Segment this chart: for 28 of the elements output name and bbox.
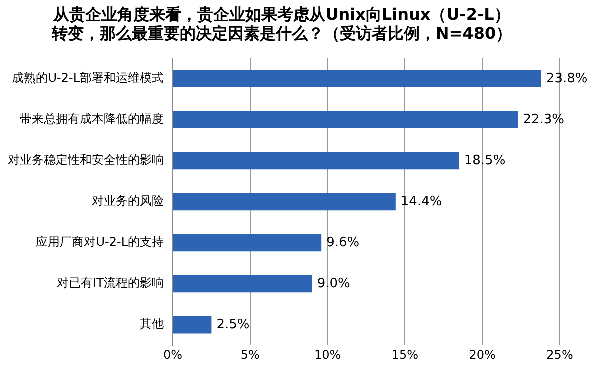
x-tick-label: 0% xyxy=(163,348,183,362)
data-label: 18.5% xyxy=(464,153,506,168)
bar xyxy=(174,70,542,88)
bar xyxy=(174,111,518,129)
y-tick-label: 对业务的风险 xyxy=(92,194,164,208)
x-tick-label: 20% xyxy=(469,348,496,362)
data-label: 9.0% xyxy=(317,276,350,292)
y-tick-label: 对业务稳定性和安全性的影响 xyxy=(8,153,164,168)
bar xyxy=(174,152,460,170)
data-label: 9.6% xyxy=(326,235,360,250)
bar xyxy=(174,234,322,252)
bar xyxy=(174,316,212,334)
x-tick-label: 10% xyxy=(314,348,342,362)
data-label: 22.3% xyxy=(523,112,565,128)
data-label: 14.4% xyxy=(400,194,442,210)
x-tick-label: 15% xyxy=(392,348,419,362)
y-tick-label: 对已有IT流程的影响 xyxy=(57,276,164,290)
y-tick-label: 成熟的U-2-L部署和运维模式 xyxy=(12,71,164,86)
bar xyxy=(174,193,396,211)
bar xyxy=(174,275,312,293)
y-tick-label: 其他 xyxy=(140,317,164,332)
x-tick-label: 25% xyxy=(546,348,574,362)
data-label: 23.8% xyxy=(546,71,588,86)
x-tick-label: 5% xyxy=(240,348,260,362)
chart-title: 从贵企业角度来看，贵企业如果考虑从Unix向Linux（U-2-L）转变，那么最重要的决定因素是什么？（受访者比例，N=480） xyxy=(50,4,512,43)
y-tick-label: 应用厂商对U-2-L的支持 xyxy=(36,235,164,250)
y-tick-label: 带来总拥有成本降低的幅度 xyxy=(20,112,164,126)
data-label: 2.5% xyxy=(216,317,250,332)
